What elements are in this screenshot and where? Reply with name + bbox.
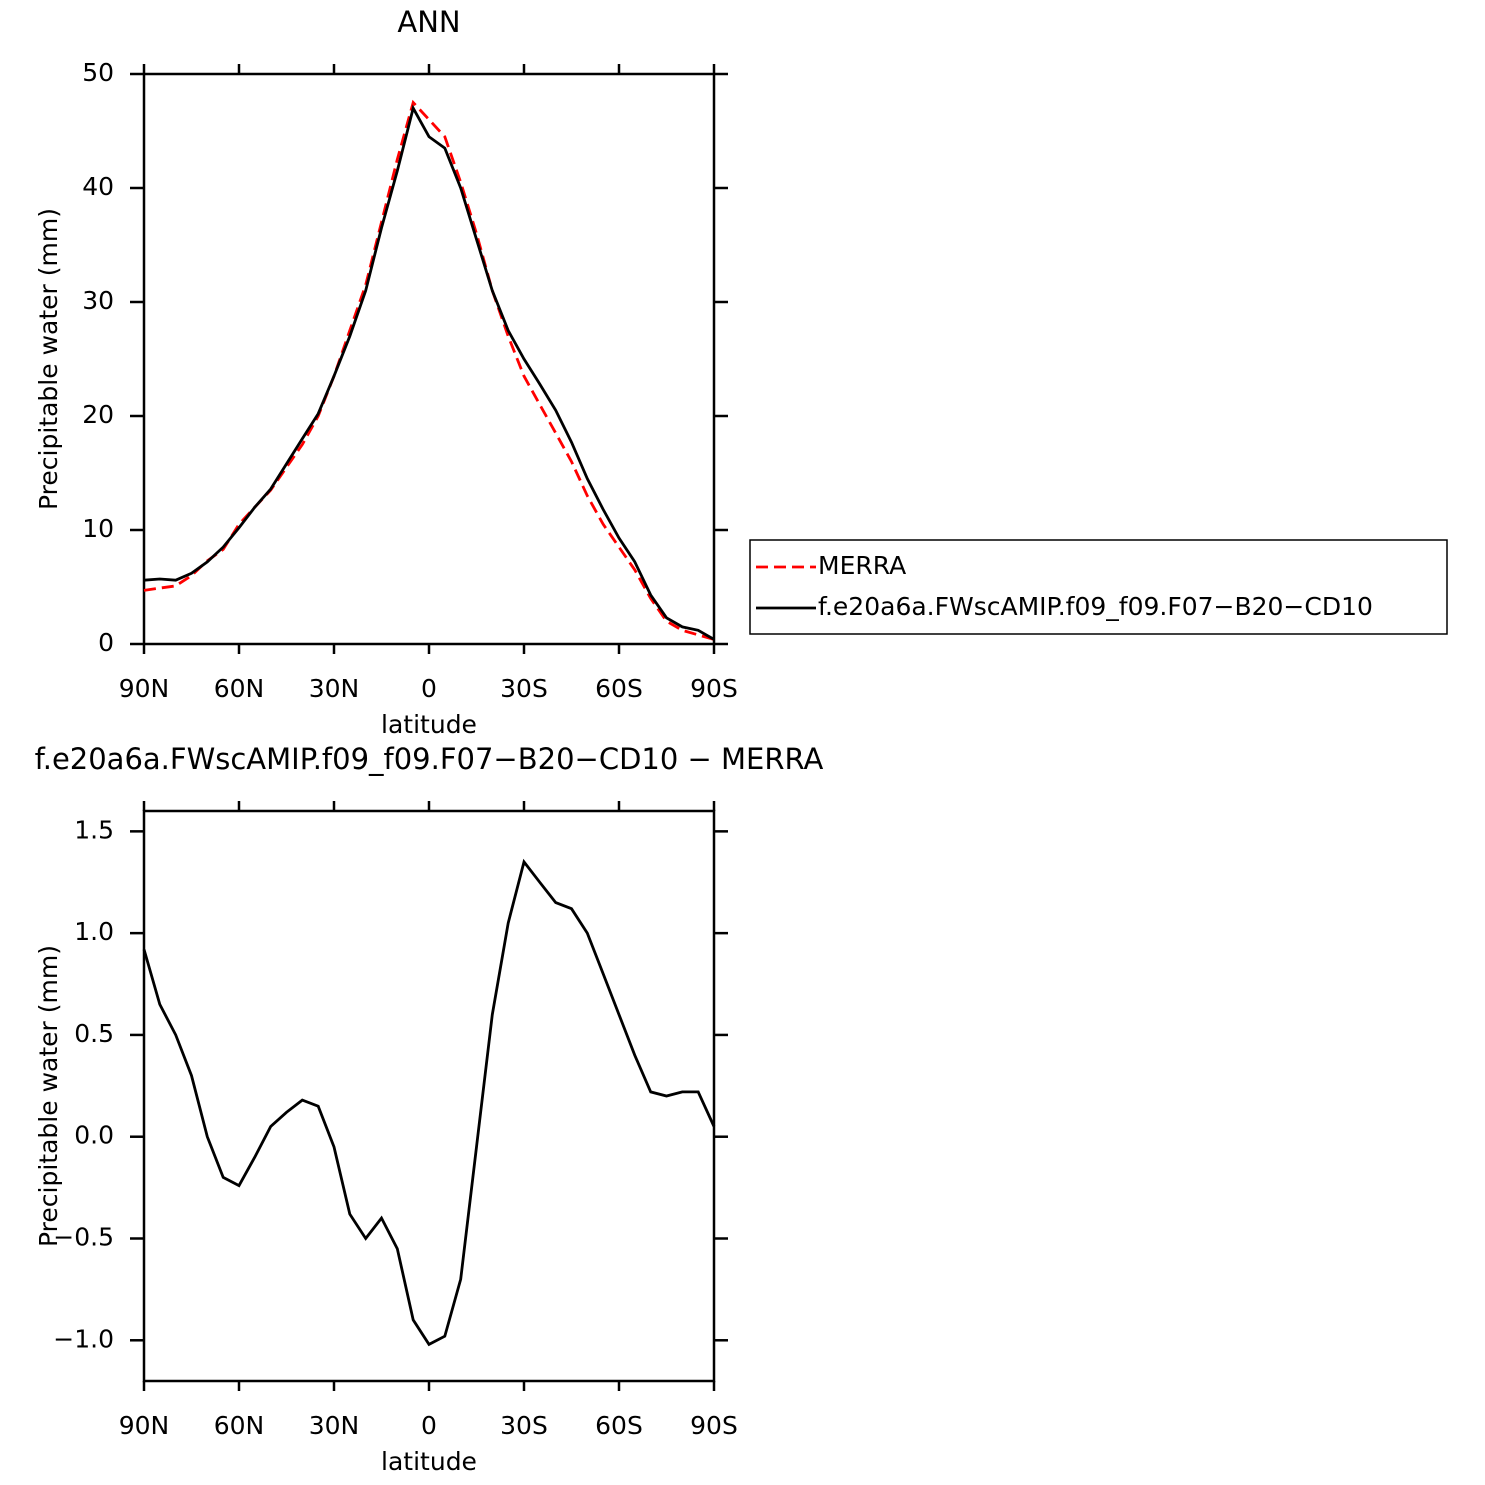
y-tick-label: −1.0	[53, 1324, 114, 1353]
x-tick-label: 60S	[595, 674, 643, 703]
x-tick-label: 60N	[214, 674, 265, 703]
x-tick-label: 90N	[119, 1411, 170, 1440]
y-tick-label: 10	[82, 514, 114, 543]
x-tick-label: 60S	[595, 1411, 643, 1440]
y-tick-label: −0.5	[53, 1223, 114, 1252]
data-line	[143, 99, 715, 641]
x-tick-label: 60N	[214, 1411, 265, 1440]
x-tick-label: 0	[421, 674, 437, 703]
y-tick-label: 1.0	[74, 917, 114, 946]
y-tick-label: 1.5	[74, 815, 114, 844]
legend-label: MERRA	[818, 551, 906, 580]
x-axis-label: latitude	[381, 710, 477, 739]
y-tick-label: 40	[82, 172, 114, 201]
legend-label: f.e20a6a.FWscAMIP.f09_f09.F07−B20−CD10	[818, 592, 1373, 621]
x-tick-label: 90S	[690, 1411, 738, 1440]
y-tick-label: 30	[82, 286, 114, 315]
y-axis-label: Precipitable water (mm)	[34, 945, 63, 1247]
x-tick-label: 0	[421, 1411, 437, 1440]
data-line	[143, 104, 715, 641]
chart-title: ANN	[397, 5, 460, 39]
legend-box	[749, 539, 1448, 635]
chart-title: f.e20a6a.FWscAMIP.f09_f09.F07−B20−CD10 −…	[35, 742, 824, 776]
data-line	[142, 858, 716, 1347]
plot-frame	[142, 809, 716, 1383]
y-tick-label: 0	[98, 628, 114, 657]
x-axis-label: latitude	[381, 1447, 477, 1476]
y-axis-label: Precipitable water (mm)	[34, 208, 63, 510]
x-tick-label: 30N	[309, 674, 360, 703]
x-tick-label: 30S	[500, 1411, 548, 1440]
x-tick-label: 30N	[309, 1411, 360, 1440]
y-tick-label: 0.5	[74, 1019, 114, 1048]
y-tick-label: 0.0	[74, 1121, 114, 1150]
x-tick-label: 90N	[119, 674, 170, 703]
x-tick-label: 90S	[690, 674, 738, 703]
y-tick-label: 50	[82, 58, 114, 87]
x-tick-label: 30S	[500, 674, 548, 703]
y-tick-label: 20	[82, 400, 114, 429]
plot-frame	[142, 72, 716, 646]
